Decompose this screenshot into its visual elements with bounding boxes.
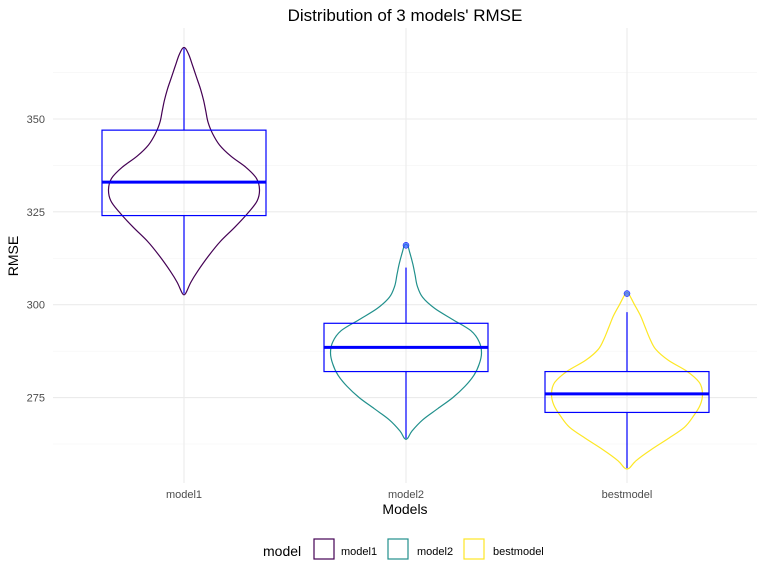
y-tick-label: 300 <box>27 300 45 312</box>
y-tick-label: 275 <box>27 393 45 405</box>
violin-model1 <box>107 46 261 296</box>
chart-title: Distribution of 3 models' RMSE <box>288 6 523 25</box>
legend-key-model2 <box>387 538 409 560</box>
legend-label-model1: model1 <box>341 546 377 558</box>
x-tick-labels: model1 model2 bestmodel <box>166 489 652 501</box>
box-model1 <box>101 129 267 217</box>
legend-label-bestmodel: bestmodel <box>493 546 544 558</box>
legend-key-bestmodel <box>463 538 485 560</box>
legend-label-model2: model2 <box>417 546 453 558</box>
y-tick-labels: 275 300 325 350 <box>27 114 45 405</box>
outliers <box>402 242 631 297</box>
y-axis-title: RMSE <box>5 236 21 276</box>
x-tick-label: model2 <box>388 489 424 501</box>
x-tick-label: model1 <box>166 489 202 501</box>
y-tick-label: 325 <box>27 207 45 219</box>
box-bestmodel <box>544 370 710 414</box>
legend-title: model <box>263 543 301 559</box>
x-tick-label: bestmodel <box>602 489 653 501</box>
outlier-point-bestmodel <box>623 290 631 297</box>
legend-key-model1 <box>313 538 335 560</box>
y-tick-label: 350 <box>27 114 45 126</box>
legend: model model1 model2 bestmodel <box>263 538 544 560</box>
x-axis-title: Models <box>382 501 427 517</box>
gridlines <box>53 28 757 483</box>
boxplots <box>101 48 710 469</box>
outlier-point-model2 <box>402 242 410 249</box>
